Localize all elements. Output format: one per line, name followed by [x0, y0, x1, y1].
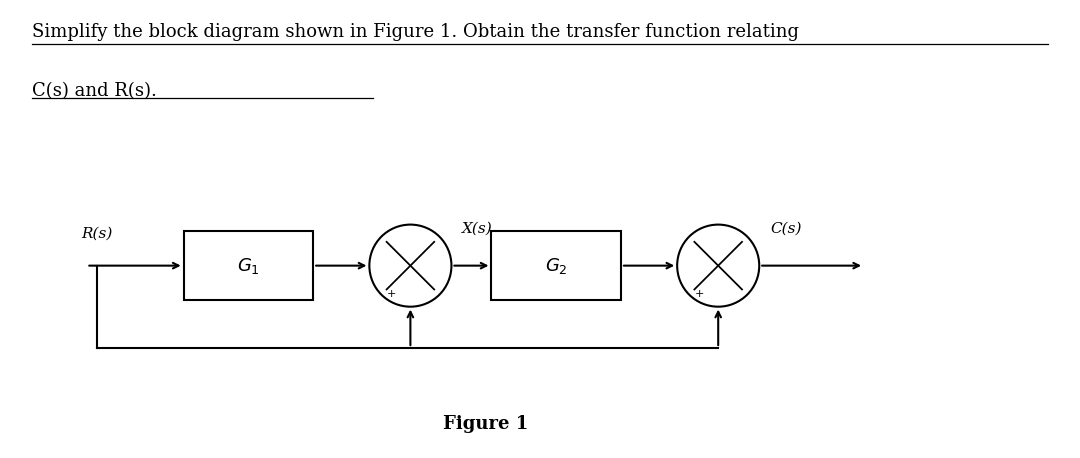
Text: $G_1$: $G_1$: [237, 256, 260, 276]
Text: Simplify the block diagram shown in Figure 1. Obtain the transfer function relat: Simplify the block diagram shown in Figu…: [32, 23, 799, 41]
Ellipse shape: [677, 224, 759, 307]
Text: C(s): C(s): [770, 222, 801, 236]
FancyBboxPatch shape: [184, 231, 313, 300]
Text: X(s): X(s): [462, 222, 492, 236]
FancyBboxPatch shape: [491, 231, 621, 300]
Text: R(s): R(s): [81, 226, 112, 240]
Ellipse shape: [369, 224, 451, 307]
Text: C(s) and R(s).: C(s) and R(s).: [32, 82, 158, 100]
Text: Figure 1: Figure 1: [444, 415, 528, 433]
Text: +: +: [388, 289, 396, 300]
Text: +: +: [696, 289, 704, 300]
Text: $G_2$: $G_2$: [544, 256, 568, 276]
